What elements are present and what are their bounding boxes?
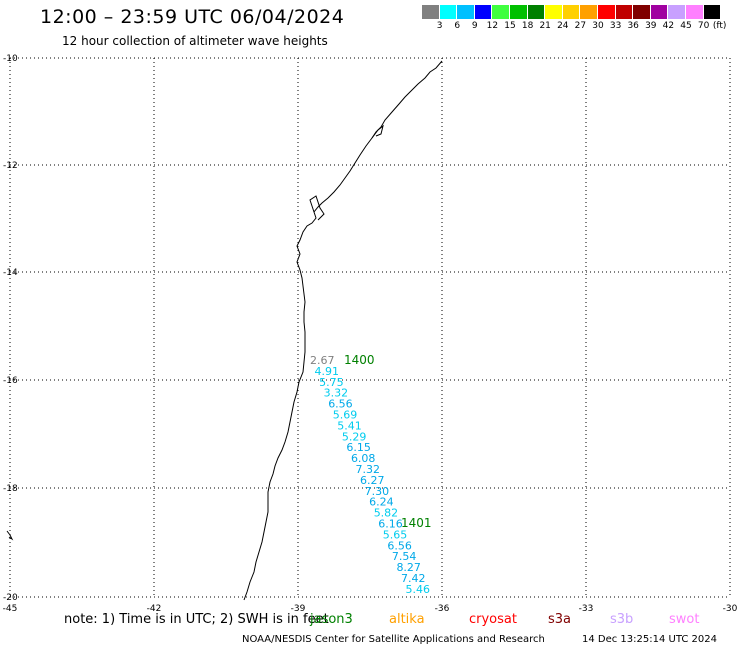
wave-height-value: 5.46 bbox=[406, 583, 431, 596]
wave-height-value: 5.41 bbox=[337, 419, 362, 432]
wave-height-value: 6.56 bbox=[387, 539, 412, 552]
colorbar-swatch bbox=[615, 5, 634, 19]
lon-tick-label: -36 bbox=[435, 604, 450, 614]
wave-height-value: 5.29 bbox=[342, 430, 367, 443]
colorbar-swatch bbox=[633, 5, 651, 19]
lon-tick-label: -45 bbox=[3, 604, 18, 614]
colorbar-label: 45 bbox=[680, 21, 692, 31]
colorbar-swatch bbox=[580, 5, 598, 19]
satellite-legend-altika: altika bbox=[389, 612, 425, 627]
wave-height-value: 5.69 bbox=[333, 409, 358, 422]
wave-height-value: 7.42 bbox=[401, 572, 426, 585]
colorbar-label: 15 bbox=[504, 21, 516, 31]
colorbar-unit: (ft) bbox=[712, 21, 727, 31]
wave-height-value: 8.27 bbox=[396, 561, 421, 574]
colorbar-swatch bbox=[439, 5, 458, 19]
lon-tick-label: -30 bbox=[723, 604, 738, 614]
wave-height-value: 5.75 bbox=[319, 376, 344, 389]
track-label: 1400 bbox=[344, 353, 375, 367]
colorbar-label: 9 bbox=[471, 21, 478, 31]
colorbar-swatch bbox=[457, 5, 475, 19]
colorbar-label: 27 bbox=[574, 21, 587, 31]
colorbar-label: 70 bbox=[697, 21, 710, 31]
wave-height-value: 6.15 bbox=[346, 441, 371, 454]
colorbar-label: 24 bbox=[557, 21, 569, 31]
wave-height-value: 6.27 bbox=[360, 474, 385, 487]
satellite-legend-jason3: jason3 bbox=[310, 612, 353, 627]
satellite-legend-swot: swot bbox=[669, 612, 700, 627]
wave-height-value: 3.32 bbox=[324, 387, 349, 400]
wave-height-value: 4.91 bbox=[315, 365, 340, 378]
colorbar-swatch bbox=[650, 5, 669, 19]
coastline-inlet bbox=[309, 124, 384, 221]
colorbar-swatch bbox=[545, 5, 563, 19]
colorbar-swatch bbox=[422, 5, 440, 19]
colorbar-swatch bbox=[474, 5, 493, 19]
colorbar-swatch bbox=[703, 5, 722, 19]
map-subtitle: 12 hour collection of altimeter wave hei… bbox=[62, 34, 328, 48]
colorbar-label: 3 bbox=[436, 21, 443, 31]
colorbar-label: 6 bbox=[454, 21, 461, 31]
colorbar-label: 30 bbox=[592, 21, 604, 31]
colorbar-label: 12 bbox=[486, 21, 499, 31]
colorbar-label: 21 bbox=[539, 21, 551, 31]
lon-tick-label: -39 bbox=[291, 604, 306, 614]
wave-height-observations: 2.674.915.753.326.565.695.415.296.156.08… bbox=[310, 354, 430, 596]
wave-height-value: 6.08 bbox=[351, 452, 376, 465]
colorbar-swatch bbox=[509, 5, 528, 19]
footer-note: note: 1) Time is in UTC; 2) SWH is in fe… bbox=[64, 612, 329, 627]
colorbar-swatch bbox=[492, 5, 510, 19]
track-label: 1401 bbox=[401, 516, 432, 530]
timestamp: 14 Dec 13:25:14 UTC 2024 bbox=[582, 634, 717, 645]
colorbar-swatch bbox=[562, 5, 581, 19]
lon-tick-label: -33 bbox=[579, 604, 594, 614]
wave-height-value: 6.16 bbox=[378, 518, 403, 531]
lat-tick-label: -16 bbox=[3, 376, 18, 386]
colorbar-swatch bbox=[685, 5, 704, 19]
wave-height-value: 5.65 bbox=[383, 528, 408, 541]
lat-tick-label: -20 bbox=[3, 593, 18, 603]
colorbar-label: 39 bbox=[645, 21, 657, 31]
credit-line: NOAA/NESDIS Center for Satellite Applica… bbox=[242, 634, 545, 645]
colorbar-swatch bbox=[527, 5, 546, 19]
map-title: 12:00 – 23:59 UTC 06/04/2024 bbox=[40, 6, 345, 28]
colorbar-swatch bbox=[668, 5, 686, 19]
axis-tick-labels: -10 -12 -14 -16 -18 -20-45 -42 -39 -36 -33 -30 bbox=[3, 54, 738, 614]
wave-height-colorbar bbox=[422, 5, 722, 19]
colorbar-label: 18 bbox=[521, 21, 534, 31]
lat-tick-label: -14 bbox=[3, 268, 18, 278]
wave-height-value: 6.24 bbox=[369, 496, 394, 509]
colorbar-label: 42 bbox=[662, 21, 675, 31]
colorbar-label: 33 bbox=[609, 21, 622, 31]
satellite-legend-s3a: s3a bbox=[548, 612, 572, 627]
wave-height-value: 5.82 bbox=[374, 507, 399, 520]
colorbar-swatch bbox=[597, 5, 616, 19]
wave-height-value: 7.30 bbox=[365, 485, 390, 498]
colorbar-labels: 3 6 9 12 15 18 21 24 27 30 33 36 39 42 45 70 (ft) bbox=[422, 21, 740, 33]
colorbar-label: 36 bbox=[627, 21, 639, 31]
coastline-western-fragment bbox=[6, 530, 14, 541]
graticule bbox=[9, 57, 731, 598]
wave-height-value: 7.54 bbox=[392, 550, 417, 563]
satellite-legend-s3b: s3b bbox=[610, 612, 634, 627]
lat-tick-label: -10 bbox=[3, 54, 18, 64]
wave-height-value: 7.32 bbox=[356, 463, 381, 476]
lat-tick-label: -18 bbox=[3, 484, 18, 494]
lat-tick-label: -12 bbox=[3, 161, 18, 171]
wave-height-value: 6.56 bbox=[328, 398, 353, 411]
track-labels: 1400 1401 bbox=[344, 353, 432, 530]
satellite-legend-cryosat: cryosat bbox=[469, 612, 517, 627]
wave-height-value: 2.67 bbox=[310, 354, 335, 367]
lon-tick-label: -42 bbox=[147, 604, 162, 614]
